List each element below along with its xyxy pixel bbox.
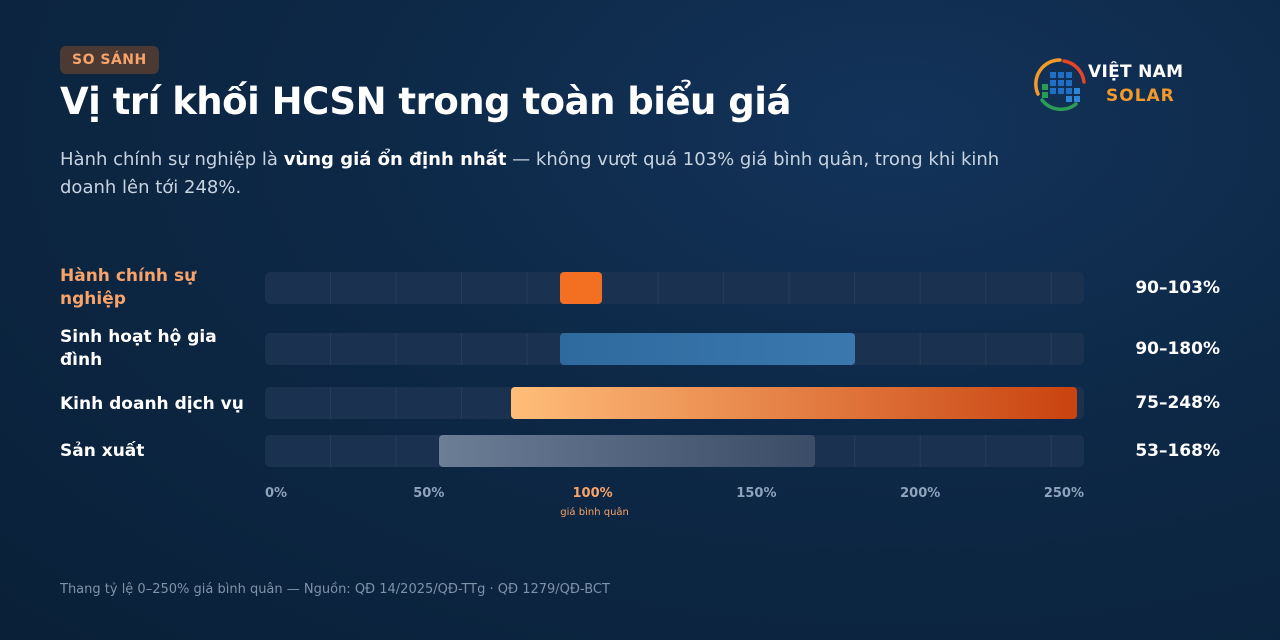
page-title: Vị trí khối HCSN trong toàn biểu giá [60, 80, 791, 123]
bar-track-business [265, 387, 1084, 419]
footnote: Thang tỷ lệ 0–250% giá bình quân — Nguồn… [60, 582, 610, 597]
average-price-note: giá bình quân [560, 507, 629, 518]
x-tick-label: 200% [900, 486, 941, 501]
subtitle: Hành chính sự nghiệp là vùng giá ổn định… [60, 146, 1060, 202]
range-value-label-hcsn: 90–103% [1135, 278, 1220, 298]
track-gridlines [330, 272, 1052, 304]
logo-text-vietnam: VIỆT NAM [1088, 62, 1184, 82]
category-label-business: Kinh doanh dịch vụ [60, 394, 244, 414]
logo-text-solar: SOLAR [1106, 86, 1175, 106]
section-badge: SO SÁNH [60, 46, 159, 74]
solar-panel-icon [1034, 58, 1086, 112]
range-bar-hcsn [559, 272, 603, 304]
x-tick-label: 100% [572, 486, 613, 501]
range-value-label-business: 75–248% [1135, 393, 1220, 413]
x-tick-label: 250% [1043, 486, 1084, 501]
subtitle-emphasis: vùng giá ổn định nhất [283, 149, 507, 170]
category-label-production: Sản xuất [60, 441, 145, 461]
range-bar-household [559, 333, 855, 365]
range-value-label-production: 53–168% [1135, 441, 1220, 461]
range-value-label-household: 90–180% [1135, 339, 1220, 359]
subtitle-part2: — không vượt quá 103% giá bình quân, tro… [60, 149, 1000, 198]
range-bar-production [438, 435, 816, 467]
bar-track-hcsn [265, 272, 1084, 304]
brand-logo: VIỆT NAM SOLAR [1030, 54, 1220, 114]
x-tick-label: 150% [736, 486, 777, 501]
bar-track-household [265, 333, 1084, 365]
category-label-household: Sinh hoạt hộ gia đình [60, 327, 217, 370]
x-tick-label: 50% [413, 486, 445, 501]
x-tick-label: 0% [265, 486, 288, 501]
range-bar-business [510, 387, 1078, 419]
bar-track-production [265, 435, 1084, 467]
subtitle-part1: Hành chính sự nghiệp là [60, 149, 284, 170]
category-label-hcsn: Hành chính sự nghiệp [60, 266, 197, 309]
